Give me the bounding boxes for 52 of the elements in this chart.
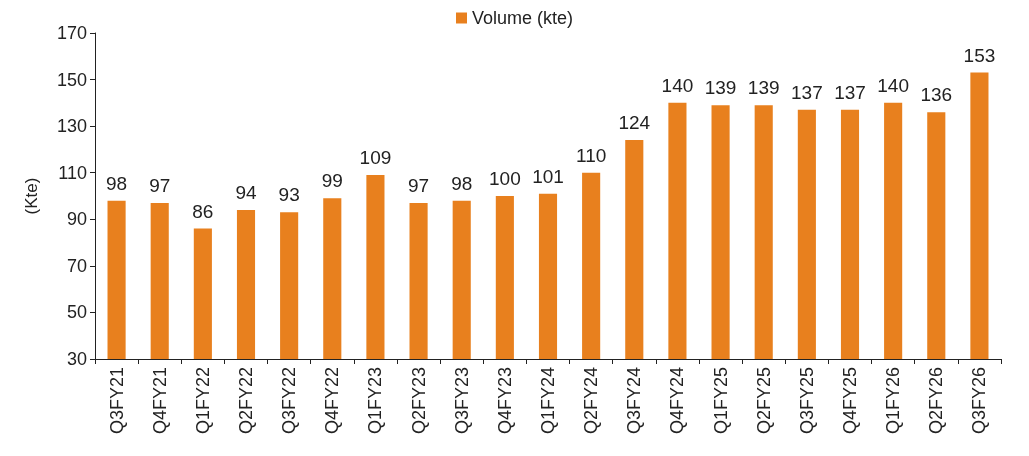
data-label: 137	[834, 81, 866, 103]
x-tick-label: Q3FY26	[969, 367, 990, 435]
x-tick-label: Q4FY21	[149, 367, 170, 435]
data-label: 139	[704, 77, 737, 99]
data-label: 140	[661, 74, 694, 96]
y-tick-label: 90	[66, 209, 87, 230]
data-label: 137	[791, 81, 823, 103]
data-label: 94	[235, 181, 257, 203]
x-tick-label: Q2FY22	[236, 367, 256, 435]
x-tick-label: Q2FY26	[926, 367, 947, 435]
data-label: 139	[747, 77, 780, 99]
y-tick-label: 130	[56, 116, 87, 137]
data-label: 93	[278, 184, 300, 206]
data-label: 97	[149, 174, 171, 196]
y-axis-title: (Kte)	[22, 177, 41, 215]
data-label: 109	[359, 147, 392, 169]
x-tick-label: Q3FY24	[624, 367, 645, 435]
x-tick-label: Q3FY22	[279, 367, 300, 435]
y-tick-label: 150	[56, 69, 87, 90]
x-tick-label: Q1FY25	[710, 367, 731, 435]
x-tick-label: Q3FY25	[796, 367, 817, 435]
data-label: 100	[489, 168, 521, 189]
x-tick-label: Q4FY23	[494, 367, 515, 435]
data-label: 140	[877, 74, 909, 96]
data-label: 86	[192, 200, 214, 222]
y-tick-label: 70	[66, 255, 87, 276]
x-tick-label: Q3FY21	[106, 367, 127, 435]
x-tick-label: Q3FY23	[451, 367, 472, 435]
x-tick-label: Q2FY23	[408, 367, 429, 435]
x-tick-label: Q4FY22	[322, 367, 343, 435]
data-label: 124	[618, 112, 651, 134]
data-label: 98	[106, 172, 128, 194]
x-tick-label: Q4FY25	[840, 367, 860, 435]
legend-label: Volume (kte)	[471, 8, 574, 28]
x-tick-label: Q1FY24	[538, 367, 558, 435]
x-tick-label: Q2FY25	[753, 367, 774, 435]
x-tick-label: Q4FY24	[667, 367, 688, 435]
x-tick-label: Q1FY22	[192, 367, 213, 435]
data-label: 98	[451, 172, 473, 194]
x-tick-label: Q1FY23	[365, 367, 386, 435]
data-label: 136	[920, 84, 953, 106]
x-tick-label: Q2FY24	[581, 367, 602, 435]
data-label: 99	[321, 170, 343, 192]
data-label: 101	[532, 165, 564, 187]
y-tick-label: 50	[66, 302, 87, 323]
y-tick-label: 170	[56, 23, 87, 43]
data-label: 153	[963, 44, 996, 66]
x-tick-label: Q1FY26	[883, 367, 904, 435]
y-tick-label: 110	[58, 162, 87, 183]
data-label: 97	[408, 174, 430, 196]
y-tick-label: 30	[66, 349, 87, 369]
data-label: 110	[575, 144, 607, 166]
